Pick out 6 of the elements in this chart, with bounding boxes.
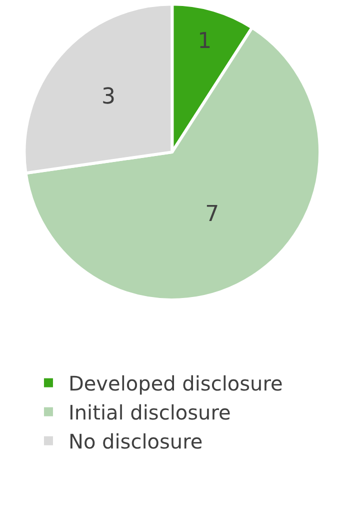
legend-label: Initial disclosure — [68, 400, 231, 425]
data-label: 7 — [205, 202, 220, 227]
legend-label: Developed disclosure — [68, 372, 283, 396]
data-label: 1 — [198, 28, 212, 54]
legend-label: No disclosure — [68, 430, 203, 454]
data-label: 3 — [101, 84, 116, 110]
